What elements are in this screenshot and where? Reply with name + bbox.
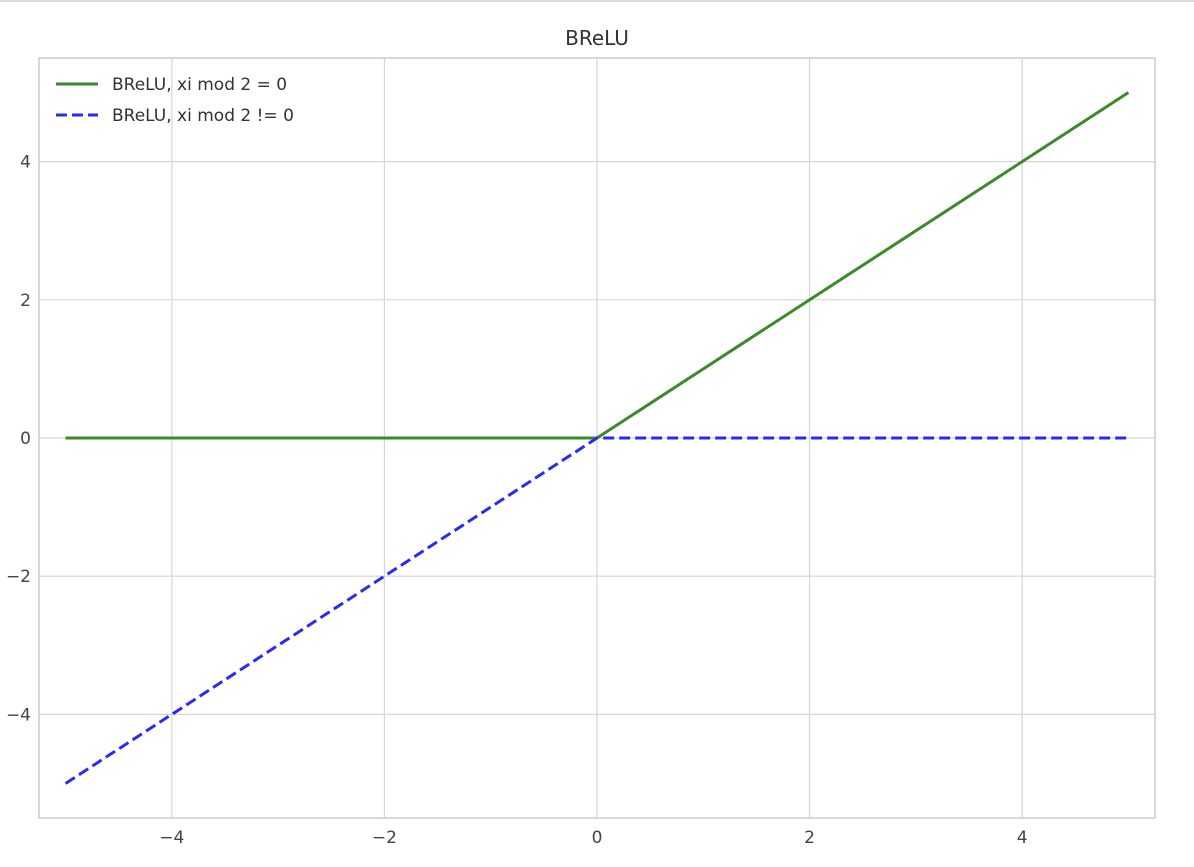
x-tick-label: −4 [159, 828, 184, 848]
y-axis-ticks: −4 −2 0 2 4 [6, 153, 31, 726]
grid [39, 58, 1155, 818]
series-line [64, 436, 1129, 785]
legend-label: BReLU, xi mod 2 != 0 [112, 106, 294, 126]
x-tick-label: −2 [372, 828, 397, 848]
y-tick-label: 2 [20, 291, 31, 311]
chart-title: BReLU [565, 26, 629, 50]
x-tick-label: 4 [1017, 828, 1028, 848]
x-tick-label: 0 [592, 828, 603, 848]
y-tick-label: −4 [6, 705, 31, 725]
x-tick-label: 2 [804, 828, 815, 848]
series-layer [64, 91, 1130, 785]
y-tick-label: 4 [20, 153, 31, 173]
y-tick-label: 0 [20, 429, 31, 449]
top-border [0, 0, 1194, 2]
x-axis-ticks: −4 −2 0 2 4 [159, 828, 1027, 848]
y-tick-label: −2 [6, 567, 31, 587]
legend-label: BReLU, xi mod 2 = 0 [112, 75, 287, 95]
plot-frame [38, 57, 1156, 819]
legend: BReLU, xi mod 2 = 0 BReLU, xi mod 2 != 0 [56, 75, 294, 126]
